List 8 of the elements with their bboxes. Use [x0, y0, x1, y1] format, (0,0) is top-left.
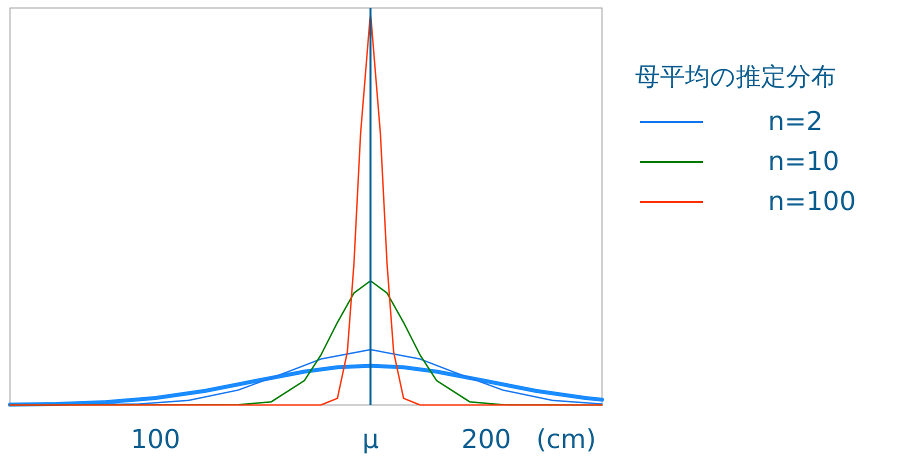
- text: n=100: [768, 187, 856, 217]
- x-tick-label: 100: [130, 425, 180, 455]
- text: n=2: [768, 107, 823, 137]
- text: n=10: [768, 147, 840, 177]
- x-axis-title: (cm): [536, 425, 596, 455]
- legend-title: 母平均の推定分布: [635, 62, 836, 91]
- x-tick-label: 200: [461, 425, 512, 455]
- x-tick-label: μ: [362, 425, 379, 455]
